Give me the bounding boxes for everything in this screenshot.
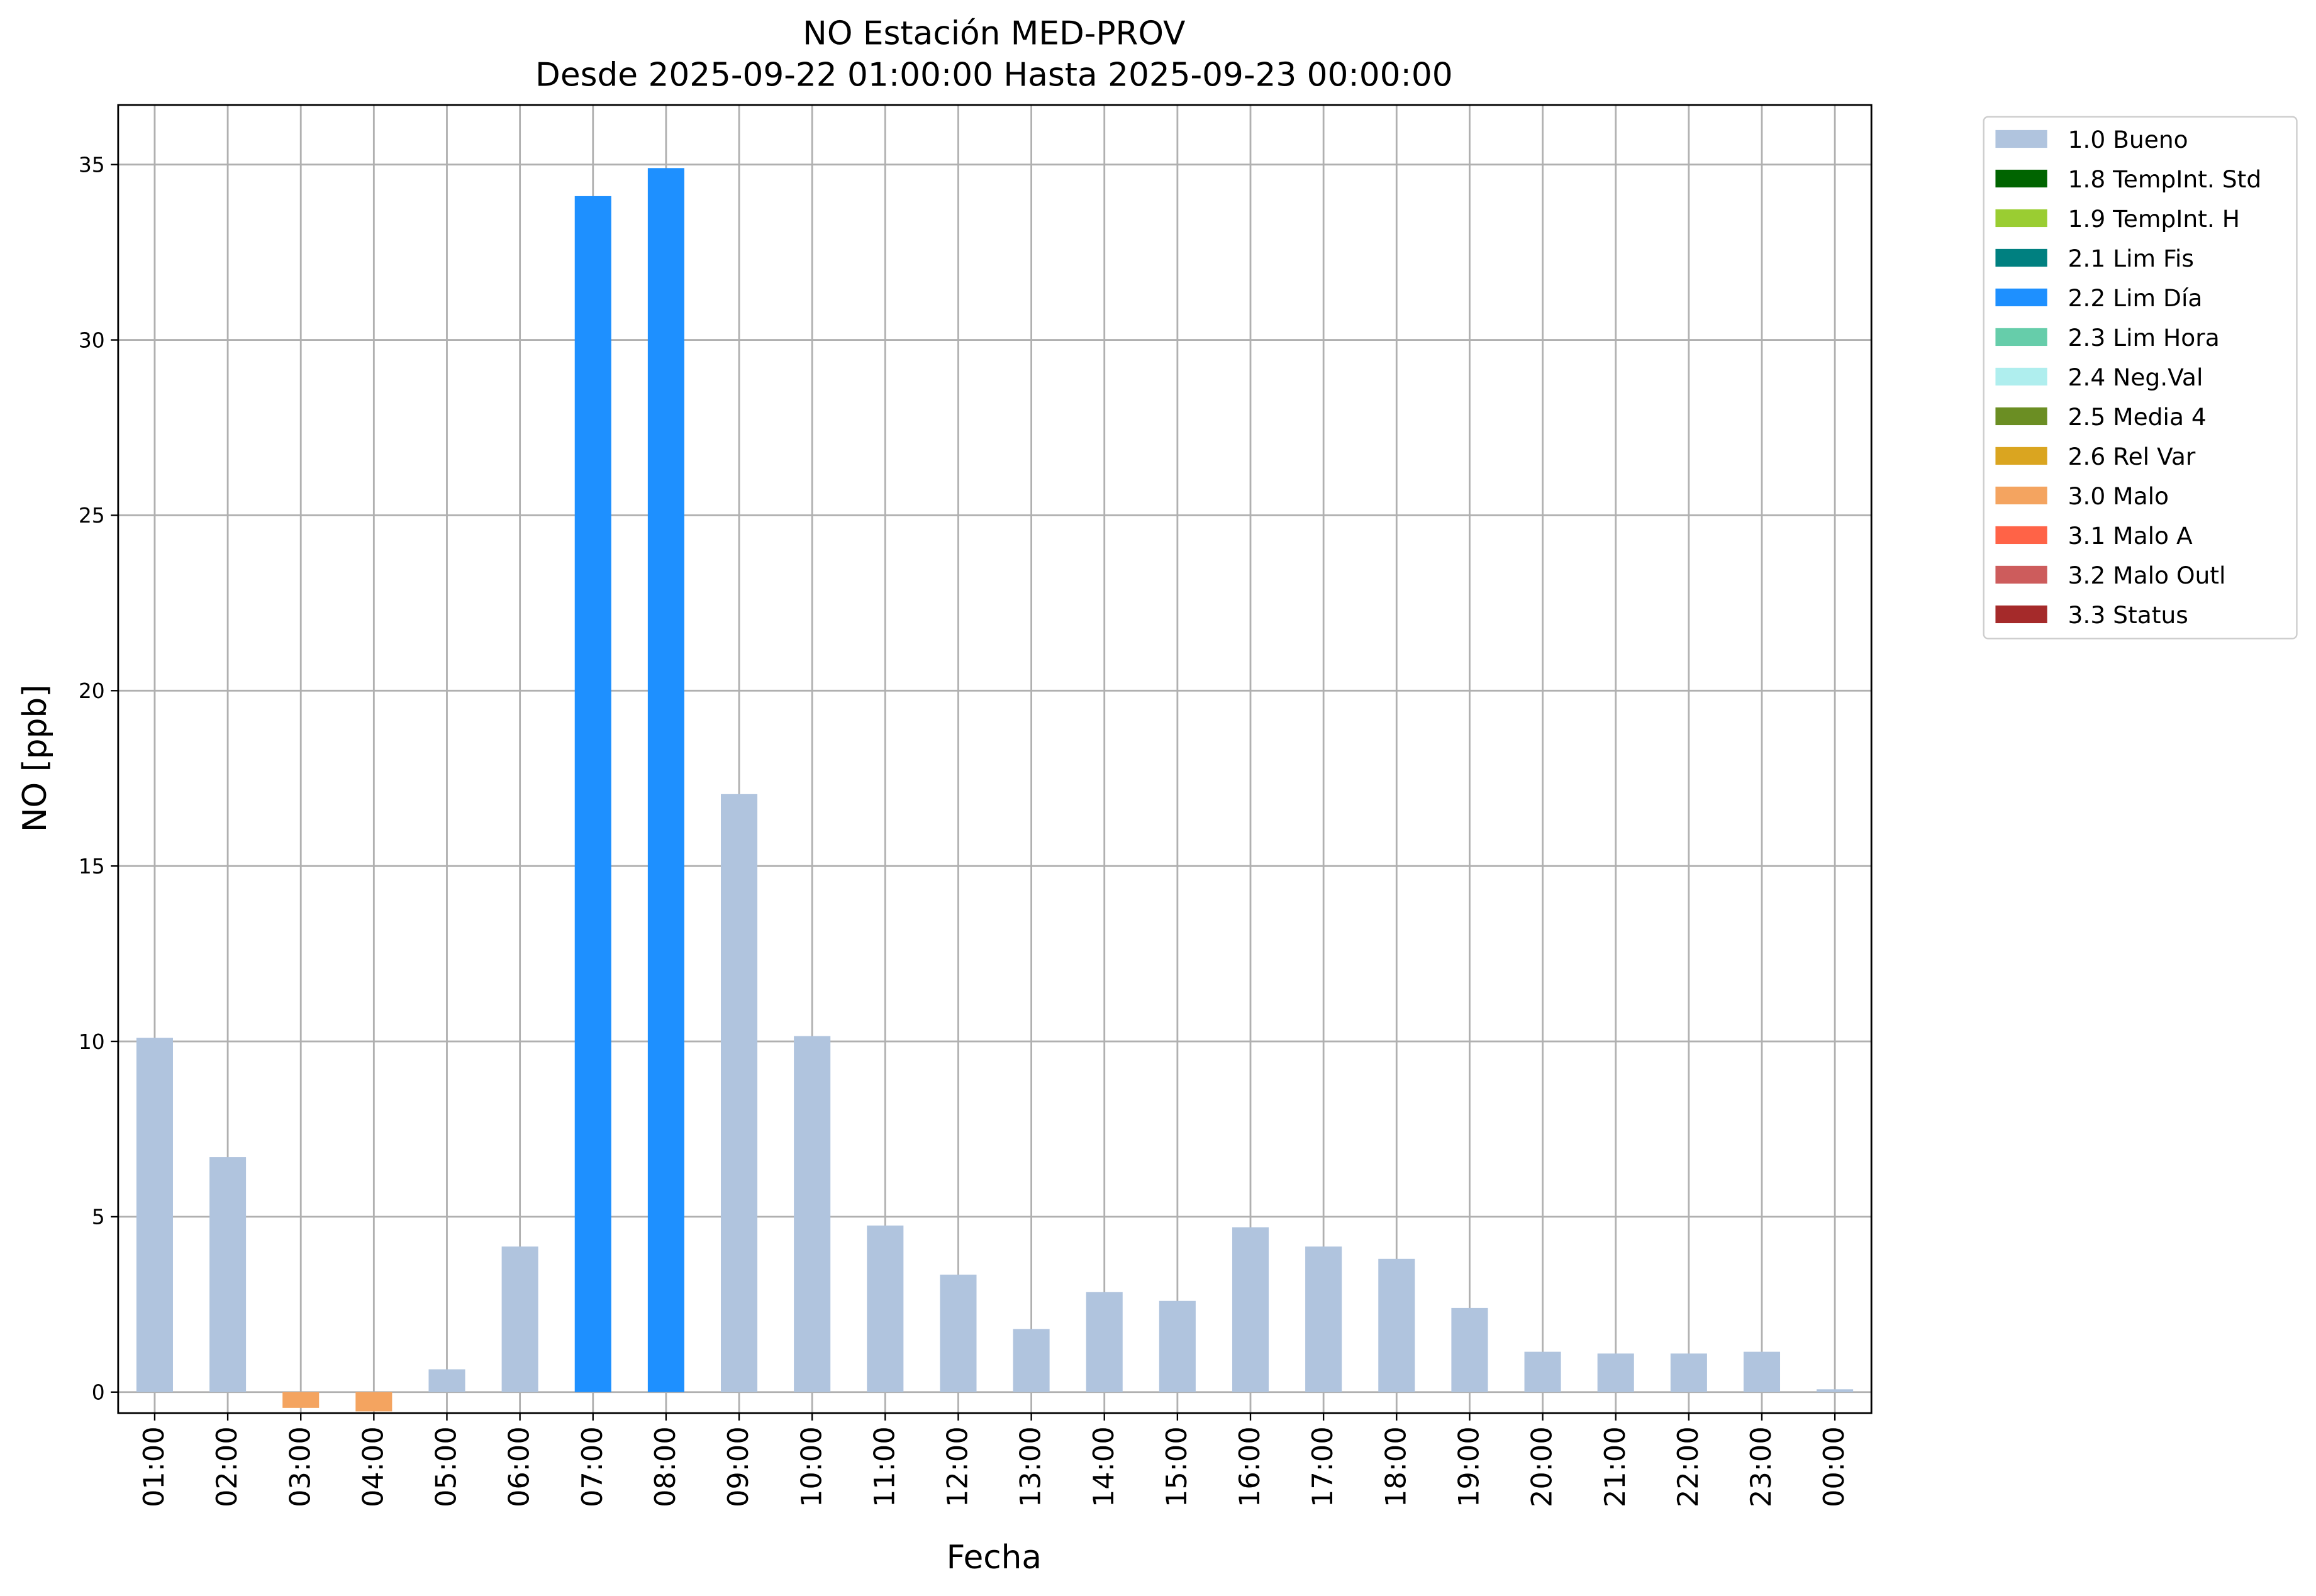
legend-label: 2.2 Lim Día: [2068, 284, 2203, 312]
bar: [1524, 1351, 1561, 1392]
y-tick-label: 20: [79, 679, 105, 703]
legend-swatch: [1995, 209, 2047, 228]
y-tick-label: 35: [79, 152, 105, 177]
x-tick-label: 20:00: [1526, 1426, 1559, 1507]
plot-frame: [117, 104, 1873, 1414]
legend-label: 2.5 Media 4: [2068, 403, 2207, 431]
bar: [1817, 1389, 1854, 1392]
bar: [1086, 1292, 1123, 1392]
legend-swatch: [1995, 526, 2047, 545]
x-tick-label: 01:00: [138, 1426, 170, 1507]
legend-swatch: [1995, 248, 2047, 267]
legend-label: 1.9 TempInt. H: [2068, 205, 2240, 233]
x-tick-label: 16:00: [1233, 1426, 1266, 1507]
bar: [574, 196, 611, 1392]
legend-swatch: [1995, 565, 2047, 584]
bar: [501, 1246, 538, 1392]
x-tick-label: 12:00: [942, 1426, 974, 1507]
legend-swatch: [1995, 605, 2047, 624]
y-tick-label: 15: [79, 854, 105, 878]
x-tick-label: 18:00: [1379, 1426, 1412, 1507]
x-tick-label: 06:00: [503, 1426, 536, 1507]
x-tick-label: 07:00: [576, 1426, 609, 1507]
y-tick-label: 0: [92, 1380, 105, 1404]
x-tick-label: 13:00: [1015, 1426, 1047, 1507]
x-tick-label: 09:00: [722, 1426, 755, 1507]
chart-subtitle: Desde 2025-09-22 01:00:00 Hasta 2025-09-…: [535, 56, 1453, 94]
legend-label: 3.2 Malo Outl: [2068, 562, 2226, 589]
bar: [1159, 1300, 1196, 1392]
x-tick-label: 02:00: [211, 1426, 243, 1507]
y-tick-label: 5: [92, 1205, 105, 1229]
x-tick-label: 05:00: [430, 1426, 463, 1507]
bar: [1743, 1351, 1781, 1392]
legend-swatch: [1995, 130, 2047, 148]
x-tick-label: 08:00: [649, 1426, 682, 1507]
legend-label: 2.1 Lim Fis: [2068, 245, 2194, 272]
legend-swatch: [1995, 288, 2047, 307]
legend-label: 2.3 Lim Hora: [2068, 324, 2220, 352]
legend-label: 1.8 TempInt. Std: [2068, 165, 2262, 193]
bar: [1670, 1353, 1707, 1392]
bar: [1451, 1307, 1488, 1392]
bar: [428, 1369, 465, 1392]
x-tick-label: 15:00: [1161, 1426, 1193, 1507]
legend-swatch: [1995, 328, 2047, 346]
bar: [1305, 1246, 1342, 1392]
y-tick-label: 10: [79, 1029, 105, 1054]
bar: [940, 1274, 977, 1392]
x-tick-label: 11:00: [868, 1426, 901, 1507]
x-tick-label: 19:00: [1453, 1426, 1486, 1507]
bar: [136, 1038, 173, 1392]
legend-swatch: [1995, 446, 2047, 465]
bar: [209, 1157, 247, 1392]
x-tick-label: 03:00: [284, 1426, 316, 1507]
legend-label: 3.3 Status: [2068, 601, 2188, 629]
legend-label: 2.4 Neg.Val: [2068, 363, 2203, 391]
x-tick-label: 04:00: [357, 1426, 389, 1507]
x-tick-label: 22:00: [1672, 1426, 1705, 1507]
x-tick-label: 00:00: [1818, 1426, 1851, 1507]
x-tick-label: 17:00: [1306, 1426, 1339, 1507]
x-tick-label: 21:00: [1599, 1426, 1632, 1507]
x-tick-label: 10:00: [795, 1426, 828, 1507]
bar: [1597, 1353, 1634, 1392]
y-tick-label: 30: [79, 328, 105, 352]
legend-label: 3.0 Malo: [2068, 482, 2169, 510]
legend-label: 3.1 Malo A: [2068, 522, 2193, 550]
bar: [867, 1225, 904, 1392]
legend-label: 1.0 Bueno: [2068, 126, 2188, 153]
legend-label: 2.6 Rel Var: [2068, 443, 2196, 470]
bar: [721, 794, 758, 1392]
bar: [794, 1036, 831, 1392]
chart-title: NO Estación MED-PROV: [803, 14, 1185, 52]
legend-swatch: [1995, 407, 2047, 426]
legend-box: [1983, 116, 2298, 640]
legend-swatch: [1995, 367, 2047, 386]
bar: [282, 1392, 320, 1408]
x-tick-label: 14:00: [1088, 1426, 1120, 1507]
y-tick-label: 25: [79, 503, 105, 528]
bar: [1013, 1329, 1050, 1392]
bar: [355, 1392, 392, 1412]
x-tick-label: 23:00: [1745, 1426, 1778, 1507]
y-axis-label: NO [ppb]: [16, 685, 54, 833]
legend-swatch: [1995, 169, 2047, 188]
x-axis-label: Fecha: [947, 1539, 1042, 1577]
legend-swatch: [1995, 486, 2047, 505]
bar: [1378, 1258, 1415, 1392]
bar: [1232, 1227, 1269, 1392]
bar: [647, 168, 684, 1392]
